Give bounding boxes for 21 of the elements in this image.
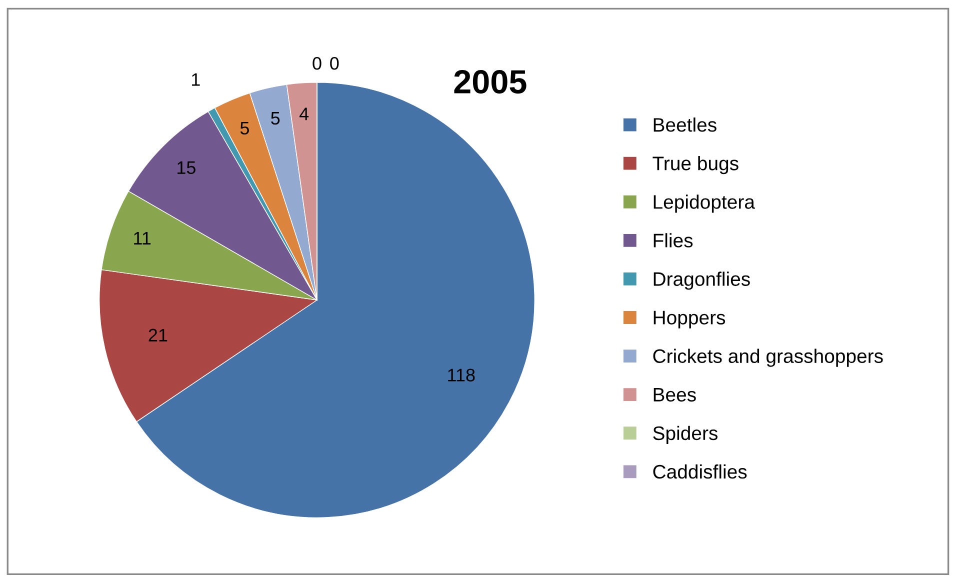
text: 0 [330,57,339,70]
legend-label: Spiders [653,426,718,444]
data-label: 1 [192,73,200,86]
text: 0 [312,57,322,70]
data-label: 118 [448,368,475,382]
legend-label: Lepidoptera [654,194,755,213]
legend-label: Caddisflies [653,464,747,479]
legend-label: Beetles [654,117,716,132]
data-label: 11 [134,232,151,244]
data-label: 5 [271,112,280,125]
data-label: 15 [178,161,196,174]
legend-label: True bugs [652,156,738,174]
data-label: 5 [240,122,249,135]
chart-title: 2005 [454,70,526,94]
legend-label: Crickets and grasshoppers [653,348,883,367]
legend-label: Bees [654,388,696,402]
legend-label: Dragonflies [654,272,750,290]
data-label: 21 [148,328,168,342]
legend-label: Hoppers [654,310,726,328]
data-label: 4 [299,108,309,120]
legend-label: Flies [654,233,693,248]
